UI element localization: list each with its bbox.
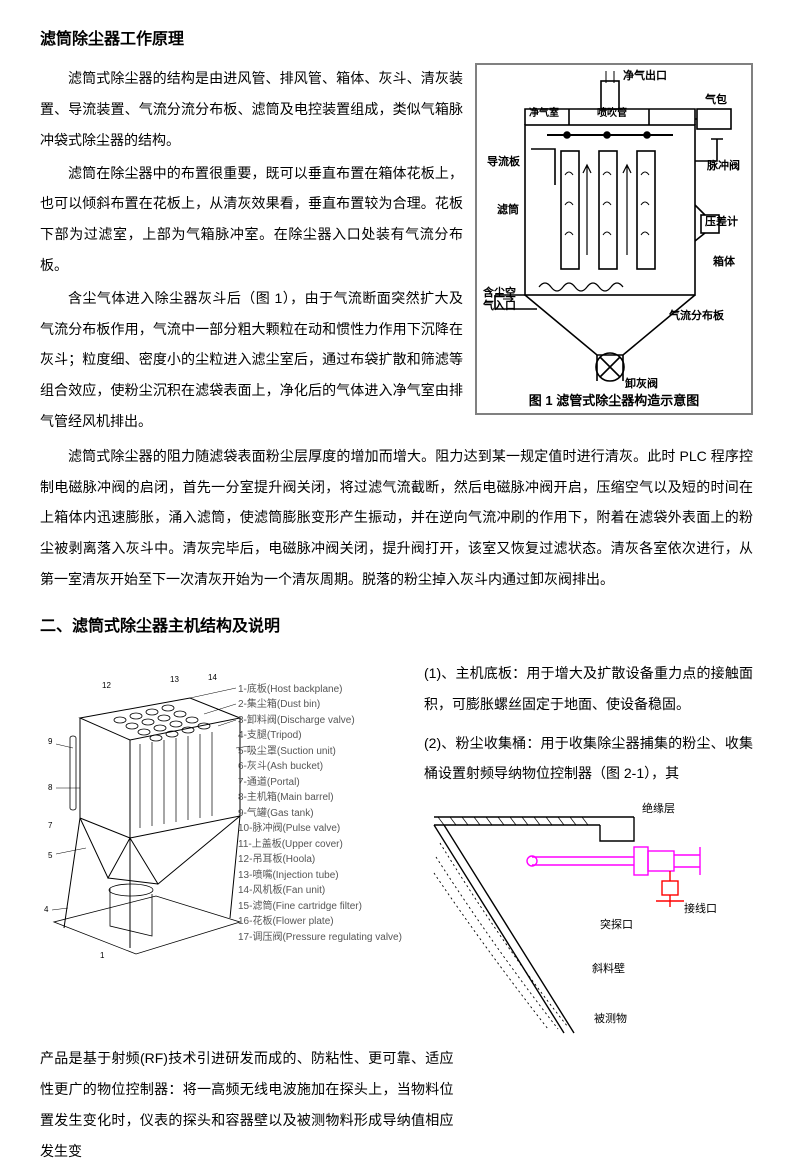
svg-text:5: 5 [48,851,53,860]
bottom-paragraph-block: 产品是基于射频(RF)技术引进研发而成的、防粘性、更可靠、适应性更广的物位控制器… [40,1043,454,1166]
paragraph-4: 滤筒式除尘器的阻力随滤袋表面粉尘层厚度的增加而增大。阻力达到某一规定值时进行清灰… [40,441,753,595]
fig1-label-airbag: 气包 [705,95,727,106]
fig3-label-slope: 斜料壁 [592,957,625,981]
paragraph-4-block: 滤筒式除尘器的阻力随滤袋表面粉尘层厚度的增加而增大。阻力达到某一规定值时进行清灰… [40,441,753,595]
top-section: 滤筒式除尘器的结构是由进风管、排风管、箱体、灰斗、清灰装置、导流装置、气流分流分… [40,63,753,439]
svg-text:4: 4 [44,905,49,914]
fig2-legend-8: 8-主机箱(Main barrel) [238,790,402,806]
fig2-legend-9: 9-气罐(Gas tank) [238,806,402,822]
intro-text: 滤筒式除尘器的结构是由进风管、排风管、箱体、灰斗、清灰装置、导流装置、气流分流分… [40,63,463,439]
fig1-label-blow: 喷吹管 [597,109,627,119]
paragraph-1: 滤筒式除尘器的结构是由进风管、排风管、箱体、灰斗、清灰装置、导流装置、气流分流分… [40,63,463,155]
fig3-label-insul: 绝缘层 [642,797,675,821]
bottom-paragraph: 产品是基于射频(RF)技术引进研发而成的、防粘性、更可靠、适应性更广的物位控制器… [40,1043,454,1166]
figure-1-container: 净气出口 净气室 喷吹管 气包 导流板 脉冲阀 滤筒 压差计 箱体 含尘空气入口… [475,63,753,439]
section-2-title: 二、滤筒式除尘器主机结构及说明 [40,609,753,644]
main-title: 滤筒除尘器工作原理 [40,22,753,57]
component-descriptions: (1)、主机底板：用于增大及扩散设备重力点的接触面积，可膨胀螺丝固定于地面、使设… [424,658,753,789]
fig1-label-dischvalve: 卸灰阀 [625,379,658,390]
svg-text:1: 1 [100,951,105,960]
figure-2: 12 13 14 9 8 7 5 4 1 1-底板(Host backplane) 2-集尘… [40,658,410,978]
fig1-label-outlet: 净气出口 [623,71,667,82]
figure-3-svg [424,797,724,1037]
fig2-legend-3: 3-卸料阀(Discharge valve) [238,713,402,729]
fig1-label-box: 箱体 [713,257,735,268]
svg-text:12: 12 [102,681,111,690]
fig2-legend-5: 5-吸尘罩(Suction unit) [238,744,402,760]
fig2-legend-15: 15-滤筒(Fine cartridge filter) [238,899,402,915]
fig2-legend-13: 13-喷嘴(Injection tube) [238,868,402,884]
fig2-legend-2: 2-集尘箱(Dust bin) [238,697,402,713]
lower-section: 12 13 14 9 8 7 5 4 1 1-底板(Host backplane) 2-集尘… [40,658,753,1037]
fig2-legend-10: 10-脉冲阀(Pulse valve) [238,821,402,837]
desc-2: (2)、粉尘收集桶：用于收集除尘器捕集的粉尘、收集桶设置射频导纳物位控制器（图 … [424,728,753,790]
svg-text:9: 9 [48,737,53,746]
fig2-legend-4: 4-支腿(Tripod) [238,728,402,744]
svg-text:14: 14 [208,673,217,682]
fig1-label-guide: 导流板 [487,157,520,168]
paragraph-3: 含尘气体进入除尘器灰斗后（图 1），由于气流断面突然扩大及气流分布板作用，气流中… [40,283,463,437]
fig1-label-pulse: 脉冲阀 [707,161,740,172]
figure-2-legend: 1-底板(Host backplane) 2-集尘箱(Dust bin) 3-卸… [238,682,402,946]
fig2-legend-16: 16-花板(Flower plate) [238,914,402,930]
fig3-label-mat: 被测物 [594,1007,627,1031]
fig2-legend-7: 7-通道(Portal) [238,775,402,791]
fig3-label-conn: 接线口 [684,897,717,921]
figure-3: 绝缘层 突探口 接线口 斜料壁 被测物 [424,797,724,1037]
fig2-legend-14: 14-风机板(Fan unit) [238,883,402,899]
svg-text:7: 7 [48,821,53,830]
fig1-label-filter: 滤筒 [497,205,519,216]
svg-text:13: 13 [170,675,179,684]
figure-1-caption: 图 1 滤管式除尘器构造示意图 [477,394,751,407]
desc-1: (1)、主机底板：用于增大及扩散设备重力点的接触面积，可膨胀螺丝固定于地面、使设… [424,658,753,720]
fig3-label-probe: 突探口 [600,913,633,937]
fig1-label-distplate: 气流分布板 [669,311,724,322]
right-column: (1)、主机底板：用于增大及扩散设备重力点的接触面积，可膨胀螺丝固定于地面、使设… [424,658,753,1037]
figure-1: 净气出口 净气室 喷吹管 气包 导流板 脉冲阀 滤筒 压差计 箱体 含尘空气入口… [475,63,753,415]
fig2-legend-17: 17-调压阀(Pressure regulating valve) [238,930,402,946]
fig1-label-cleanroom: 净气室 [529,109,559,119]
paragraph-2: 滤筒在除尘器中的布置很重要，既可以垂直布置在箱体花板上，也可以倾斜布置在花板上，… [40,158,463,281]
fig2-legend-12: 12-吊耳板(Hoola) [238,852,402,868]
fig2-legend-1: 1-底板(Host backplane) [238,682,402,698]
fig1-label-gauge: 压差计 [705,217,738,228]
fig2-legend-6: 6-灰斗(Ash bucket) [238,759,402,775]
fig1-label-dustyair: 含尘空气入口 [483,287,519,313]
fig2-legend-11: 11-上盖板(Upper cover) [238,837,402,853]
svg-text:8: 8 [48,783,53,792]
